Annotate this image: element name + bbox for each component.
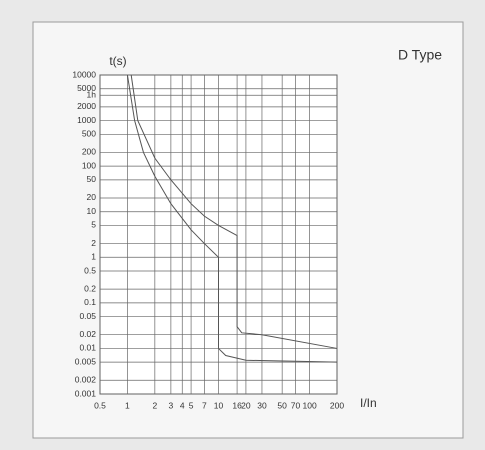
y-tick-label: 1000 xyxy=(77,115,96,125)
y-tick-label: 200 xyxy=(82,147,96,157)
y-tick-label: 50 xyxy=(87,174,97,184)
y-tick-label: 2 xyxy=(91,238,96,248)
y-axis-label: t(s) xyxy=(109,54,126,68)
x-tick-label: 50 xyxy=(277,400,287,410)
y-tick-label: 0.005 xyxy=(75,356,97,366)
y-tick-label: 10 xyxy=(87,206,97,216)
y-tick-label: 1h xyxy=(87,89,97,99)
x-tick-label: 20 xyxy=(241,400,251,410)
x-tick-label: 2 xyxy=(152,400,157,410)
y-tick-label: 0.01 xyxy=(79,343,96,353)
x-tick-label: 0.5 xyxy=(94,400,106,410)
chart-title: D Type xyxy=(398,47,442,63)
trip-curve xyxy=(126,74,338,363)
x-tick-label: 100 xyxy=(302,400,316,410)
y-tick-label: 0.02 xyxy=(79,329,96,339)
x-tick-label: 30 xyxy=(257,400,267,410)
y-tick-label: 20 xyxy=(87,192,97,202)
y-tick-label: 100 xyxy=(82,160,96,170)
y-tick-label: 500 xyxy=(82,129,96,139)
y-tick-label: 5000 xyxy=(77,83,96,93)
y-tick-label: 0.2 xyxy=(84,283,96,293)
x-tick-label: 16 xyxy=(232,400,242,410)
y-tick-label: 0.5 xyxy=(84,265,96,275)
y-tick-label: 5 xyxy=(91,220,96,230)
y-tick-label: 0.05 xyxy=(79,311,96,321)
y-tick-label: 10000 xyxy=(72,69,96,79)
y-tick-label: 2000 xyxy=(77,101,96,111)
x-tick-label: 70 xyxy=(291,400,301,410)
x-tick-label: 200 xyxy=(330,400,344,410)
x-tick-label: 5 xyxy=(189,400,194,410)
y-tick-label: 1 xyxy=(91,252,96,262)
y-tick-label: 0.1 xyxy=(84,297,96,307)
x-tick-label: 1 xyxy=(125,400,130,410)
trip-curve xyxy=(130,74,338,349)
y-tick-label: 0.002 xyxy=(75,375,97,385)
x-tick-label: 3 xyxy=(169,400,174,410)
x-tick-label: 4 xyxy=(180,400,185,410)
x-tick-label: 7 xyxy=(202,400,207,410)
x-axis-label: I/In xyxy=(360,396,377,410)
x-tick-label: 10 xyxy=(214,400,224,410)
y-tick-label: 0.001 xyxy=(75,388,97,398)
